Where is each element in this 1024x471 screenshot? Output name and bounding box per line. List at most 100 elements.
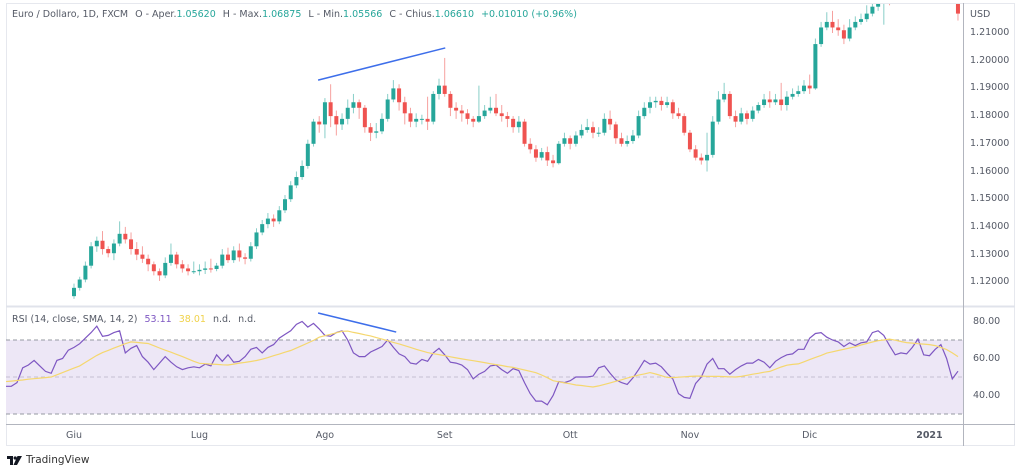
candle-body xyxy=(505,116,510,119)
candle xyxy=(294,171,299,189)
time-tick-label: Ott xyxy=(562,430,578,441)
candle xyxy=(465,109,470,125)
candle-body xyxy=(744,113,749,119)
candle xyxy=(454,102,459,119)
candle xyxy=(841,24,846,45)
candle xyxy=(140,246,145,263)
candle-body xyxy=(796,91,801,94)
price-trendline[interactable] xyxy=(317,47,446,81)
candle-body xyxy=(551,160,556,164)
candle xyxy=(283,195,288,214)
candle xyxy=(231,246,236,263)
candle xyxy=(225,247,230,263)
price-tick-label: 1.20000 xyxy=(970,54,1010,66)
candle xyxy=(859,13,864,25)
candle xyxy=(590,121,595,139)
candle xyxy=(414,113,419,128)
candle-body xyxy=(94,240,99,247)
candle-body xyxy=(351,102,356,108)
candle-body xyxy=(733,116,738,122)
rsi-value: 53.11 xyxy=(144,314,172,325)
candle xyxy=(596,127,601,137)
price-tick-label: 1.17000 xyxy=(970,137,1010,149)
candle-body xyxy=(265,218,270,225)
candle xyxy=(351,93,356,114)
candle xyxy=(528,138,533,154)
candle xyxy=(419,114,424,125)
candle xyxy=(682,113,687,136)
candle-body xyxy=(876,4,881,7)
candle-body xyxy=(613,124,618,139)
close-label: C - Chius. xyxy=(389,9,435,20)
candle xyxy=(511,116,516,133)
rsi-nd-1: n.d. xyxy=(212,314,232,325)
candle xyxy=(687,129,692,153)
time-tick-label: 2021 xyxy=(916,430,943,441)
candle-body xyxy=(773,99,778,103)
candle-body xyxy=(208,268,213,270)
candle xyxy=(174,251,179,269)
candle-body xyxy=(231,250,236,261)
candle xyxy=(613,121,618,144)
candle-body xyxy=(870,6,875,14)
candle xyxy=(699,153,704,165)
rsi-tick-label: 40.00 xyxy=(973,389,1001,401)
price-tick-label: 1.12000 xyxy=(970,276,1010,288)
tradingview-logo[interactable]: TradingView xyxy=(7,454,89,466)
rsi-title[interactable]: RSI (14, close, SMA, 14, 2) xyxy=(12,314,138,325)
candle xyxy=(391,80,396,103)
candle xyxy=(186,264,191,276)
candle xyxy=(727,91,732,119)
candle-body xyxy=(955,4,960,14)
candle xyxy=(870,4,875,17)
candle-body xyxy=(687,132,692,150)
candle-body xyxy=(859,19,864,22)
candle xyxy=(94,236,99,252)
candle-body xyxy=(625,141,630,144)
candle xyxy=(300,160,305,180)
candle xyxy=(385,93,390,122)
candle xyxy=(762,93,767,108)
candle xyxy=(340,113,345,130)
candle xyxy=(134,242,139,261)
candle xyxy=(494,93,499,117)
price-tick-label: 1.15000 xyxy=(970,193,1010,205)
candle-body xyxy=(471,118,476,122)
tradingview-brand: TradingView xyxy=(26,454,90,466)
candle xyxy=(767,91,772,108)
candle xyxy=(271,214,276,227)
candle xyxy=(636,110,641,139)
candle xyxy=(345,99,350,125)
candle xyxy=(505,111,510,128)
candle-body xyxy=(305,143,310,166)
candle xyxy=(83,261,88,283)
candle-body xyxy=(619,138,624,144)
candle xyxy=(208,258,213,273)
candle-body xyxy=(357,102,362,108)
candle xyxy=(847,19,852,42)
candle-body xyxy=(482,110,487,117)
candle xyxy=(72,283,76,299)
candle-body xyxy=(830,21,835,28)
candle xyxy=(425,96,430,130)
candle xyxy=(77,276,82,291)
candle xyxy=(459,105,464,122)
candle-body xyxy=(311,121,316,144)
candle-body xyxy=(739,113,744,122)
candle xyxy=(864,5,869,22)
candle xyxy=(402,96,407,125)
candle-body xyxy=(151,264,156,272)
candle-body xyxy=(368,127,373,133)
candle-body xyxy=(841,30,846,39)
symbol-title[interactable]: Euro / Dollaro, 1D, FXCM xyxy=(12,9,129,20)
candle-body xyxy=(322,102,327,125)
rsi-trendline[interactable] xyxy=(317,312,397,333)
price-tick-label: 1.19000 xyxy=(970,82,1010,94)
candle-body xyxy=(436,85,441,94)
candle-body xyxy=(556,143,561,164)
candle xyxy=(522,118,527,147)
candle-body xyxy=(511,118,516,128)
candle-body xyxy=(533,149,538,158)
price-pane xyxy=(72,4,960,299)
